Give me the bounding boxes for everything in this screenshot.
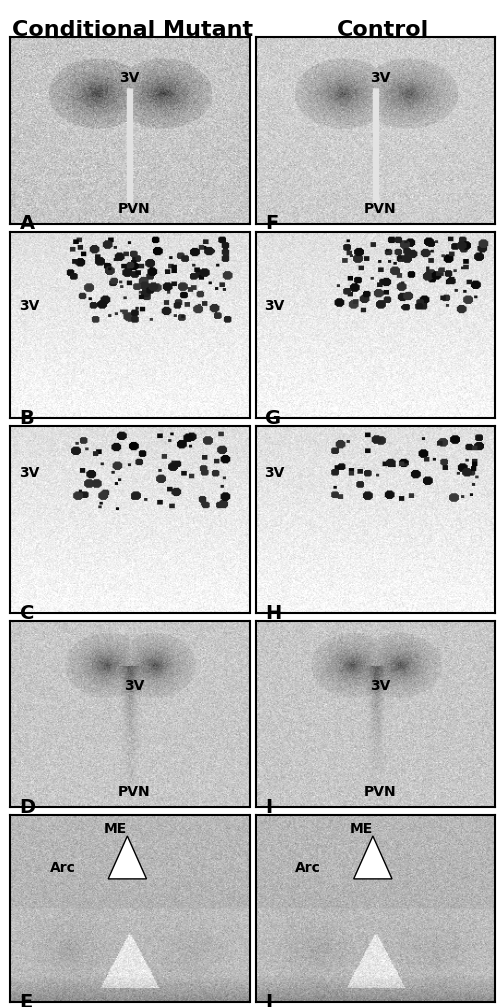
Text: PVN: PVN — [364, 201, 396, 215]
Text: B: B — [20, 409, 34, 428]
Text: ME: ME — [350, 822, 372, 836]
Text: 3V: 3V — [365, 861, 386, 875]
Text: A: A — [20, 214, 34, 234]
Text: D: D — [20, 799, 36, 817]
Text: Arc: Arc — [50, 861, 76, 875]
Text: G: G — [265, 409, 281, 428]
Polygon shape — [354, 836, 392, 879]
Text: PVN: PVN — [118, 201, 151, 215]
Text: Conditional Mutant: Conditional Mutant — [12, 20, 253, 40]
Text: 3V: 3V — [19, 299, 40, 313]
Text: C: C — [20, 603, 34, 622]
Text: Control: Control — [336, 20, 428, 40]
Text: 3V: 3V — [370, 679, 390, 693]
Text: Arc: Arc — [296, 861, 321, 875]
Text: 3V: 3V — [264, 466, 285, 480]
Text: 3V: 3V — [370, 71, 390, 86]
Text: 3V: 3V — [19, 466, 40, 480]
Polygon shape — [108, 836, 146, 879]
Text: 3V: 3V — [264, 299, 285, 313]
Text: F: F — [265, 214, 278, 234]
Text: ME: ME — [104, 822, 127, 836]
Text: I: I — [265, 799, 272, 817]
Text: 3V: 3V — [124, 679, 144, 693]
Text: J: J — [265, 993, 272, 1007]
Text: PVN: PVN — [118, 785, 151, 800]
Text: 3V: 3V — [120, 861, 140, 875]
Text: E: E — [20, 993, 33, 1007]
Text: H: H — [265, 603, 281, 622]
Text: PVN: PVN — [364, 785, 396, 800]
Text: 3V: 3V — [120, 71, 140, 86]
